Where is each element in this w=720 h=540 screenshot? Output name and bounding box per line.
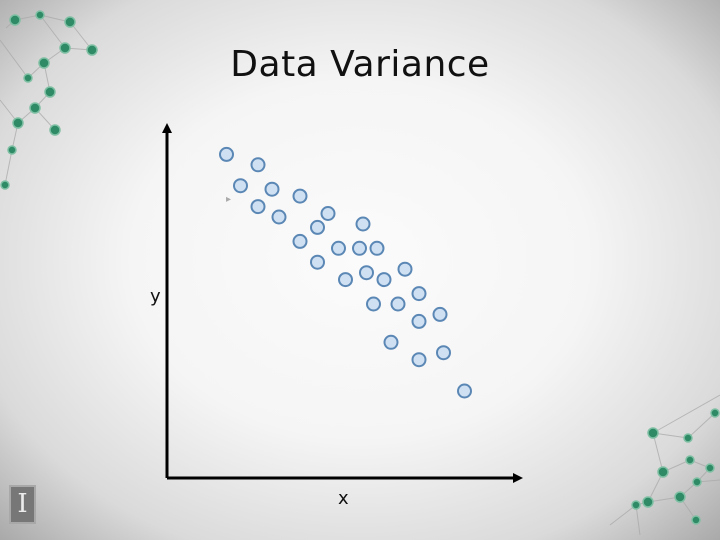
network-node [59,42,71,54]
scatter-point-6 [271,209,287,225]
network-node [49,124,61,136]
scatter-point-20 [366,296,381,312]
network-node [12,117,24,129]
university-logo: I [9,485,36,524]
network-node [631,500,641,510]
network-node [64,16,76,28]
scatter-point-22 [411,286,427,302]
scatter-point-21 [390,296,406,312]
network-node [23,73,33,83]
network-node [692,477,702,487]
scatter-point-5 [264,181,280,197]
mouse-cursor-icon: ▸ [226,194,232,205]
scatter-point-8 [310,219,325,235]
network-node [38,57,50,69]
scatter-point-15 [369,240,385,256]
scatter-point-14 [355,216,371,232]
scatter-point-1 [219,146,234,162]
y-axis-label: y [150,286,161,307]
network-node [647,427,659,439]
data-points [219,146,472,399]
network-node [0,180,10,190]
scatter-point-25 [383,334,399,350]
network-node [705,463,715,473]
scatter-point-11 [310,254,325,270]
network-node [7,145,17,155]
slide-title: Data Variance [230,44,490,85]
scatter-point-3 [233,178,248,194]
network-node [685,455,695,465]
scatter-point-19 [397,261,413,277]
scatter-point-27 [436,345,451,361]
network-node [691,515,701,525]
scatter-point-7 [292,188,308,204]
network-node [9,14,21,26]
scatter-point-23 [411,313,427,329]
scatter-point-28 [457,383,472,399]
scatter-point-9 [320,206,336,221]
network-node [35,10,45,20]
scatter-point-17 [359,265,374,281]
scatter-point-18 [376,272,392,288]
scatter-point-26 [411,352,427,368]
scatter-point-2 [250,157,266,173]
x-axis-label: x [338,488,349,509]
scatter-point-4 [250,199,266,215]
network-node [674,491,686,503]
scatter-point-13 [352,240,367,256]
network-node [44,86,56,98]
scatter-point-12 [331,240,346,256]
network-node [657,466,669,478]
network-node [86,44,98,56]
scatter-point-10 [292,233,308,249]
network-node [683,433,693,443]
scatter-point-24 [432,306,448,322]
scatter-point-16 [338,272,353,288]
network-node [642,496,654,508]
network-node [29,102,41,114]
network-node [710,408,720,418]
